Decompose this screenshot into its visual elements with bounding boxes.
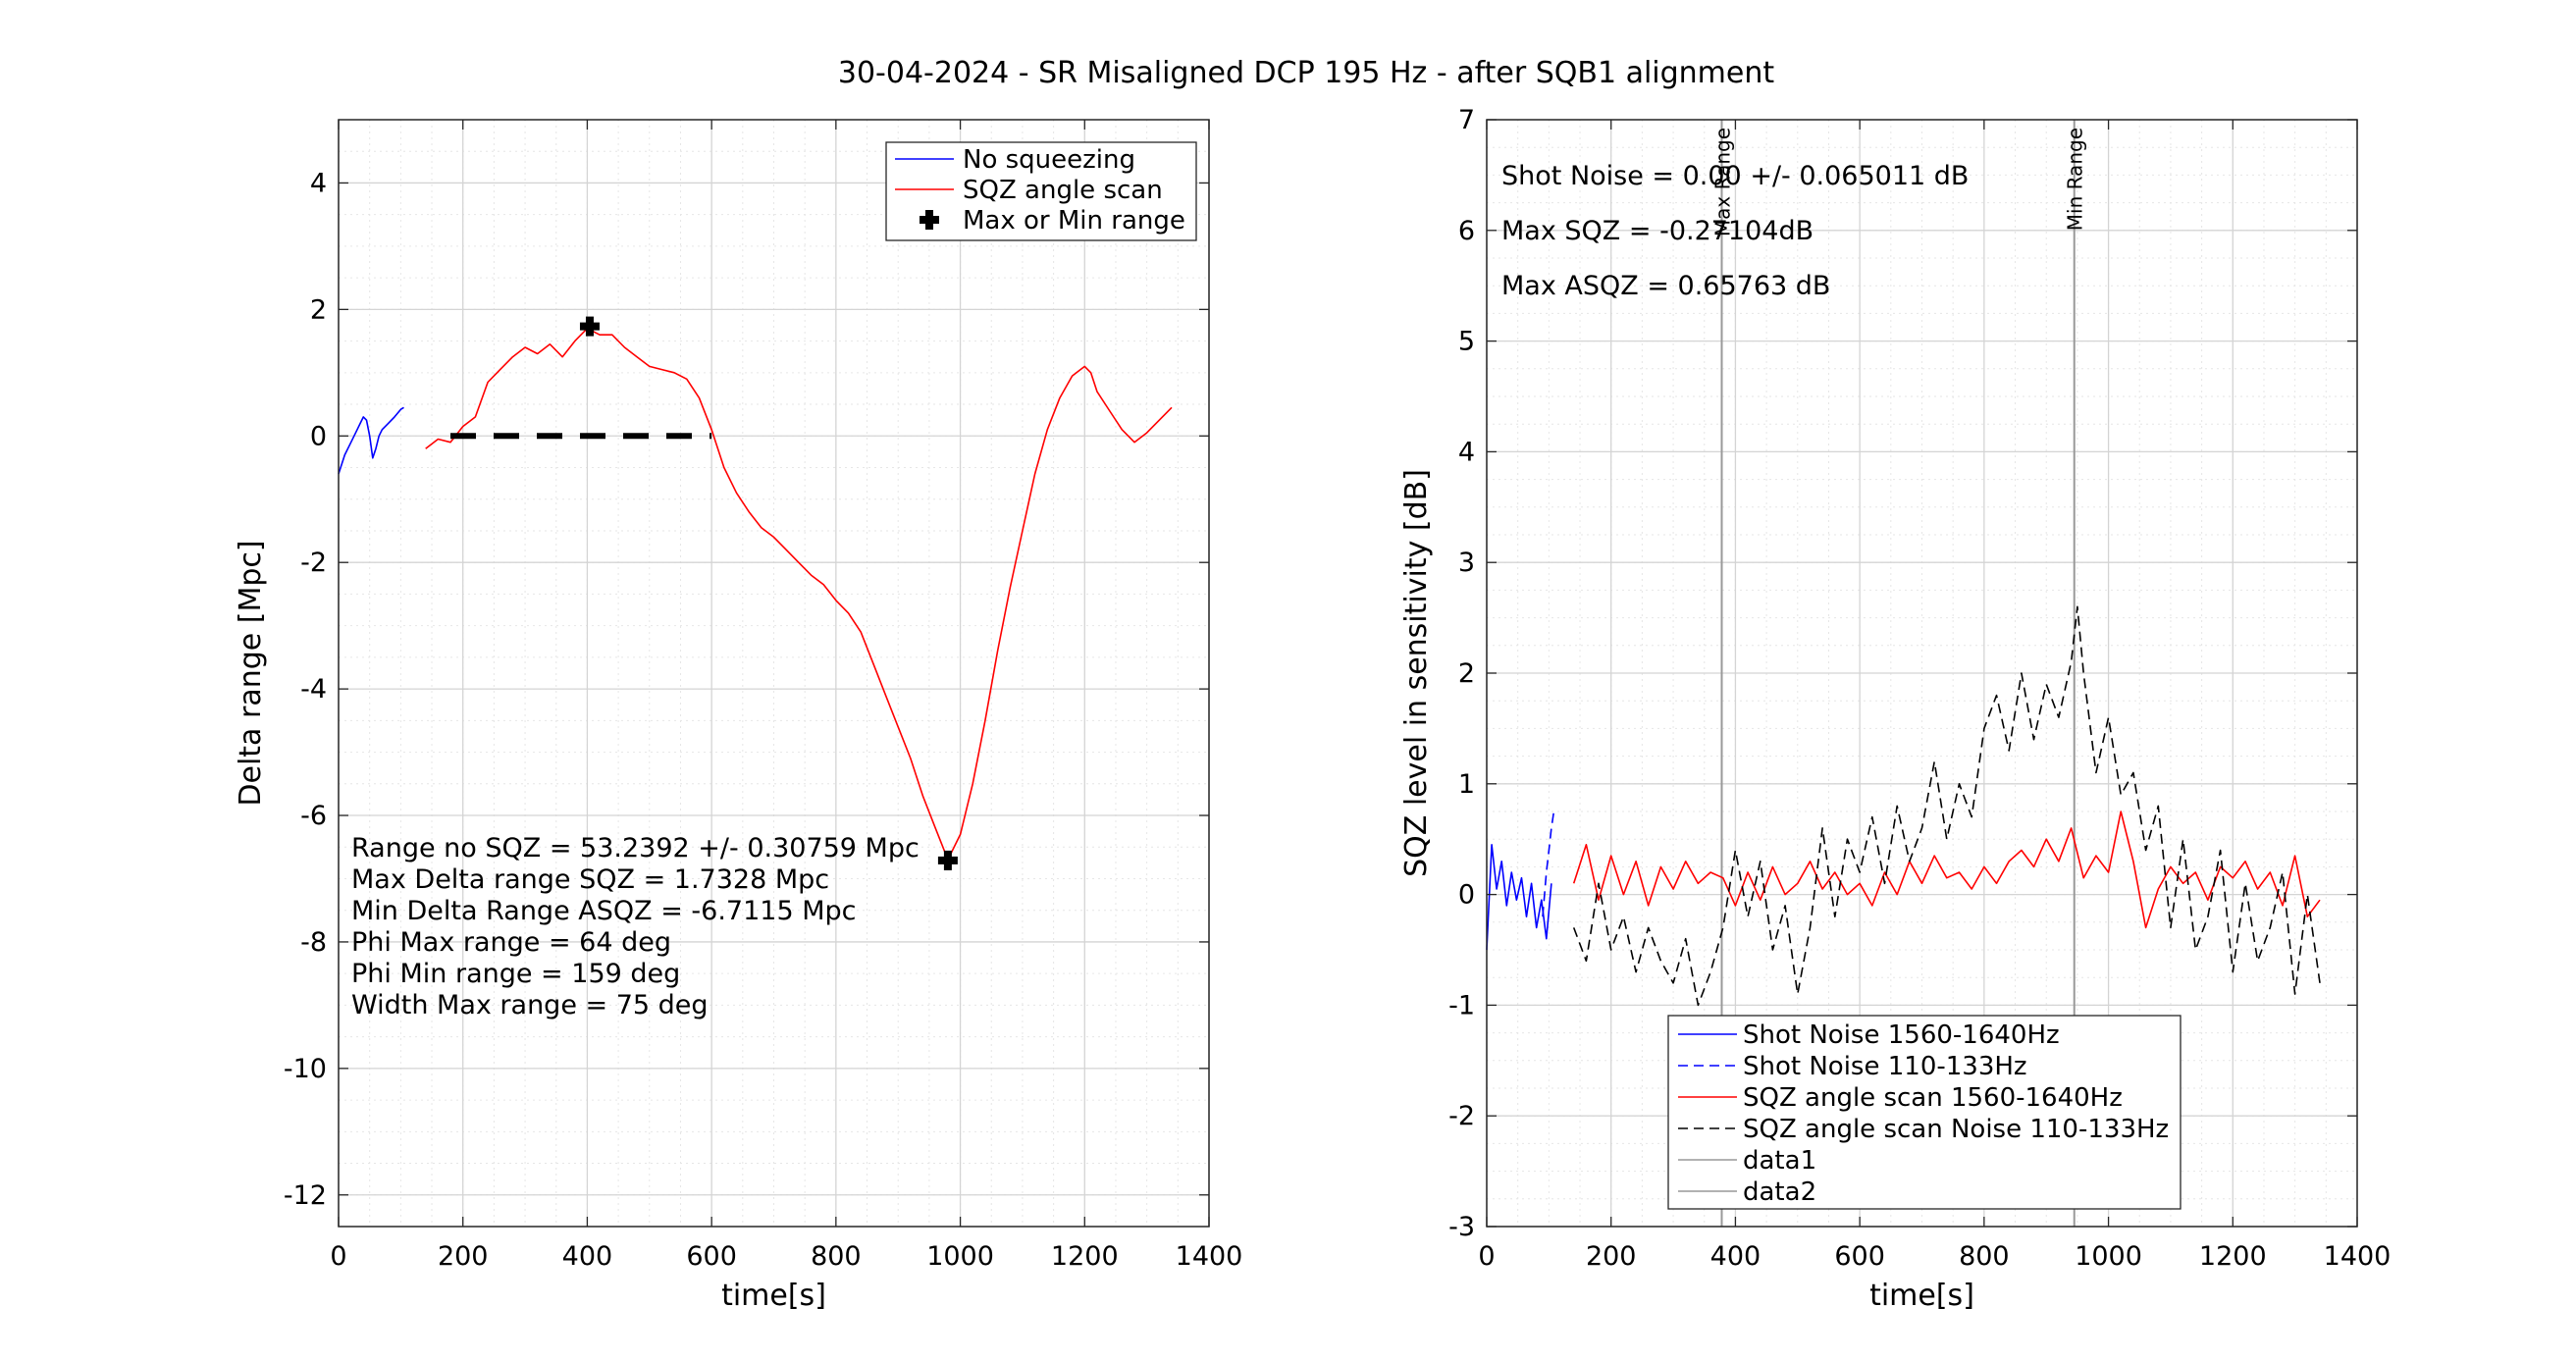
annotation-0: Shot Noise = 0.00 +/- 0.065011 dB (1501, 161, 1969, 191)
figure-title: 30-04-2024 - SR Misaligned DCP 195 Hz - … (838, 56, 1775, 90)
x-tick-label: 400 (1710, 1241, 1761, 1272)
x-axis-label: time[s] (1869, 1279, 1974, 1313)
legend-label: SQZ angle scan Noise 110-133Hz (1743, 1115, 2169, 1144)
x-tick-label: 1000 (926, 1241, 994, 1272)
annotation-4: Phi Min range = 159 deg (351, 959, 680, 989)
x-tick-label: 400 (562, 1241, 613, 1272)
y-tick-label: -3 (1448, 1212, 1475, 1242)
series-3-line (1572, 605, 2321, 1007)
y-tick-label: 5 (1458, 327, 1475, 357)
y-tick-label: -10 (284, 1054, 327, 1084)
annotation-2: Min Delta Range ASQZ = -6.7115 Mpc (351, 896, 857, 926)
y-tick-label: 4 (1458, 437, 1475, 467)
series-1-line (425, 327, 1173, 861)
series-0-line (1486, 843, 1552, 951)
y-tick-label: 1 (1458, 769, 1475, 800)
x-tick-label: 1000 (2075, 1241, 2142, 1272)
series-0-line (338, 406, 404, 475)
x-tick-label: 600 (686, 1241, 737, 1272)
x-tick-label: 1200 (1051, 1241, 1119, 1272)
y-tick-label: 3 (1458, 548, 1475, 578)
vline-label-1: Min Range (2064, 128, 2087, 231)
series-2-line (1572, 811, 2321, 929)
x-tick-label: 1400 (2324, 1241, 2392, 1272)
x-tick-label: 1200 (2199, 1241, 2267, 1272)
marker-1 (937, 850, 958, 870)
x-tick-label: 200 (1586, 1241, 1637, 1272)
legend-label: No squeezing (963, 145, 1135, 175)
x-tick-label: 800 (811, 1241, 862, 1272)
x-axis-label: time[s] (721, 1279, 826, 1313)
marker-0 (579, 316, 600, 337)
annotation-0: Range no SQZ = 53.2392 +/- 0.30759 Mpc (351, 833, 920, 863)
y-tick-label: -6 (300, 801, 327, 831)
y-tick-label: -2 (1448, 1101, 1475, 1131)
legend-label: SQZ angle scan 1560-1640Hz (1743, 1083, 2123, 1113)
y-tick-label: 2 (1458, 658, 1475, 689)
annotation-5: Width Max range = 75 deg (351, 990, 709, 1020)
legend-label: data2 (1743, 1177, 1816, 1207)
annotation-1: Max SQZ = -0.27104dB (1501, 216, 1814, 246)
legend-label: Max or Min range (963, 206, 1185, 235)
annotation-2: Max ASQZ = 0.65763 dB (1501, 271, 1830, 301)
y-tick-label: 6 (1458, 216, 1475, 246)
y-tick-label: -12 (284, 1180, 327, 1211)
y-tick-label: 0 (310, 421, 327, 451)
x-tick-label: 800 (1959, 1241, 2010, 1272)
y-tick-label: 4 (310, 168, 327, 198)
x-tick-label: 0 (330, 1241, 346, 1272)
vline-label-0: Max Range (1710, 128, 1734, 236)
right-chart: Max Range Min Range 0 200 400 600 800 1000 1200 1… (1399, 105, 2391, 1313)
y-axis-label: Delta range [Mpc] (234, 540, 268, 806)
series-1-line (1542, 811, 1555, 917)
y-axis-label: SQZ level in sensitivity [dB] (1399, 469, 1434, 877)
legend-label: data1 (1743, 1146, 1816, 1176)
axes-box (338, 119, 1210, 1228)
x-tick-label: 200 (438, 1241, 489, 1272)
x-tick-label: 0 (1478, 1241, 1495, 1272)
y-tick-label: 7 (1458, 105, 1475, 135)
legend-label: Shot Noise 110-133Hz (1743, 1052, 2027, 1081)
annotation-3: Phi Max range = 64 deg (351, 927, 671, 958)
x-tick-label: 600 (1834, 1241, 1885, 1272)
y-tick-label: 0 (1458, 880, 1475, 911)
legend-marker (925, 210, 933, 230)
y-tick-label: -4 (300, 674, 327, 705)
y-tick-label: -2 (300, 548, 327, 578)
y-tick-label: -8 (300, 927, 327, 958)
y-tick-label: 2 (310, 294, 327, 325)
legend-label: SQZ angle scan (963, 176, 1163, 205)
legend-label: Shot Noise 1560-1640Hz (1743, 1020, 2060, 1050)
y-tick-label: -1 (1448, 990, 1475, 1020)
x-tick-label: 1400 (1176, 1241, 1243, 1272)
annotation-1: Max Delta range SQZ = 1.7328 Mpc (351, 864, 829, 895)
left-chart: 0 200 400 600 800 1000 1200 1400 -12 -10 -8 -6 -4 -2 0… (234, 119, 1243, 1313)
